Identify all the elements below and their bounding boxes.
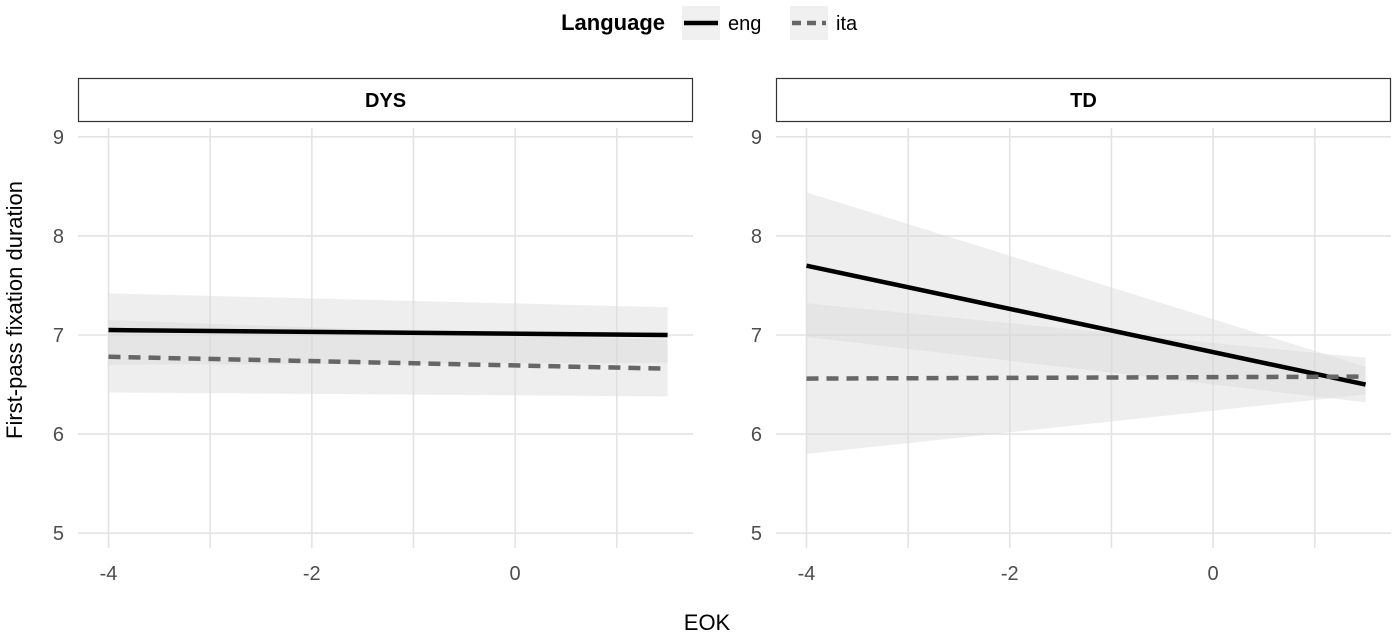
y-axis-title: First-pass fixation duration bbox=[2, 181, 27, 439]
legend-title: Language bbox=[561, 10, 665, 35]
y-tick-label: 8 bbox=[53, 226, 64, 248]
legend-key-ita bbox=[790, 6, 828, 40]
confidence-ribbon-ita bbox=[108, 320, 668, 397]
y-tick-label: 9 bbox=[751, 127, 762, 149]
y-tick-label: 5 bbox=[53, 523, 64, 545]
series-line-eng bbox=[108, 327, 668, 338]
y-tick-label: 7 bbox=[53, 325, 64, 347]
y-tick-label: 9 bbox=[53, 127, 64, 149]
y-tick-label: 6 bbox=[53, 424, 64, 446]
strip-dys bbox=[77, 77, 694, 123]
series-line-ita bbox=[806, 374, 1366, 381]
gridlines bbox=[776, 128, 1391, 548]
confidence-ribbon-eng bbox=[108, 293, 668, 365]
y-tick-label: 6 bbox=[751, 424, 762, 446]
legend-label-ita: ita bbox=[836, 13, 858, 35]
legend: Language eng ita bbox=[561, 6, 858, 40]
panel-td: TD 5 6 7 8 9 -4 -2 0 bbox=[751, 77, 1392, 585]
y-tick-label: 5 bbox=[751, 523, 762, 545]
legend-label-eng: eng bbox=[728, 13, 761, 35]
facet-panels: DYS 5 6 7 8 9 -4 -2 0 TD 5 6 7 8 9 -4 -2 0 bbox=[53, 77, 1392, 585]
x-tick-label: -4 bbox=[100, 563, 118, 585]
confidence-ribbon-ita bbox=[806, 303, 1366, 454]
confidence-ribbon-eng bbox=[806, 192, 1366, 403]
x-tick-label: -4 bbox=[798, 563, 816, 585]
x-tick-label: -2 bbox=[303, 563, 321, 585]
strip-label-dys: DYS bbox=[365, 90, 406, 112]
x-tick-label: 0 bbox=[510, 563, 521, 585]
strip-td bbox=[775, 77, 1392, 123]
series-line-eng bbox=[806, 263, 1367, 387]
strip-label-td: TD bbox=[1070, 90, 1097, 112]
panel-dys: DYS 5 6 7 8 9 -4 -2 0 bbox=[53, 77, 694, 585]
x-axis-title: EOK bbox=[684, 610, 731, 634]
gridlines bbox=[78, 128, 693, 548]
series-line-ita bbox=[108, 354, 668, 371]
y-tick-label: 7 bbox=[751, 325, 762, 347]
x-tick-label: -2 bbox=[1001, 563, 1019, 585]
legend-key-eng bbox=[682, 6, 720, 40]
y-tick-label: 8 bbox=[751, 226, 762, 248]
x-tick-label: 0 bbox=[1208, 563, 1219, 585]
